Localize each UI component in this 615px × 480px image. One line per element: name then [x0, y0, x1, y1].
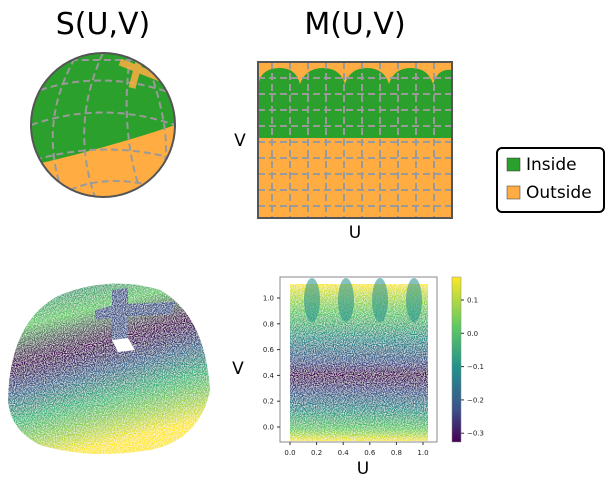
figure: S(U,V) M(U,V) V U Inside Outside 0.0 0.2 0.…	[0, 0, 615, 480]
legend-label: Outside	[526, 183, 592, 203]
x-tick-label: 0.6	[364, 449, 376, 457]
colorbar-tick-label: 0.0	[467, 330, 478, 338]
map	[258, 62, 452, 218]
sphere	[20, 40, 190, 210]
x-tick-label: 0.8	[391, 449, 402, 457]
sphere-title: S(U,V)	[56, 7, 150, 42]
x-tick-label: 0.0	[284, 449, 295, 457]
y-tick-label: 0.6	[263, 346, 275, 354]
colorbar-tick-label: −0.1	[467, 363, 484, 371]
colorbar-tick-label: −0.3	[467, 430, 484, 438]
x-tick-label: 0.4	[338, 449, 350, 457]
map-x-label: U	[349, 223, 361, 243]
scatter-x-label: U	[357, 459, 369, 479]
map-y-label: V	[234, 131, 246, 151]
scatter-y-label: V	[232, 359, 244, 379]
y-tick-label: 1.0	[263, 295, 274, 303]
colorbar	[452, 277, 461, 442]
legend: Inside Outside	[497, 148, 604, 212]
y-tick-label: 0.0	[263, 424, 274, 432]
map-title: M(U,V)	[304, 7, 405, 42]
x-tick-label: 0.2	[311, 449, 322, 457]
colorbar-tick-label: 0.1	[467, 297, 478, 305]
legend-label: Inside	[526, 155, 577, 175]
x-tick-label: 1.0	[417, 449, 428, 457]
y-tick-label: 0.4	[263, 372, 275, 380]
y-tick-label: 0.8	[263, 320, 274, 328]
y-tick-label: 0.2	[263, 398, 274, 406]
legend-swatch	[507, 186, 520, 199]
legend-swatch	[507, 158, 520, 171]
dome	[8, 284, 210, 454]
colorbar-tick-label: −0.2	[467, 396, 484, 404]
